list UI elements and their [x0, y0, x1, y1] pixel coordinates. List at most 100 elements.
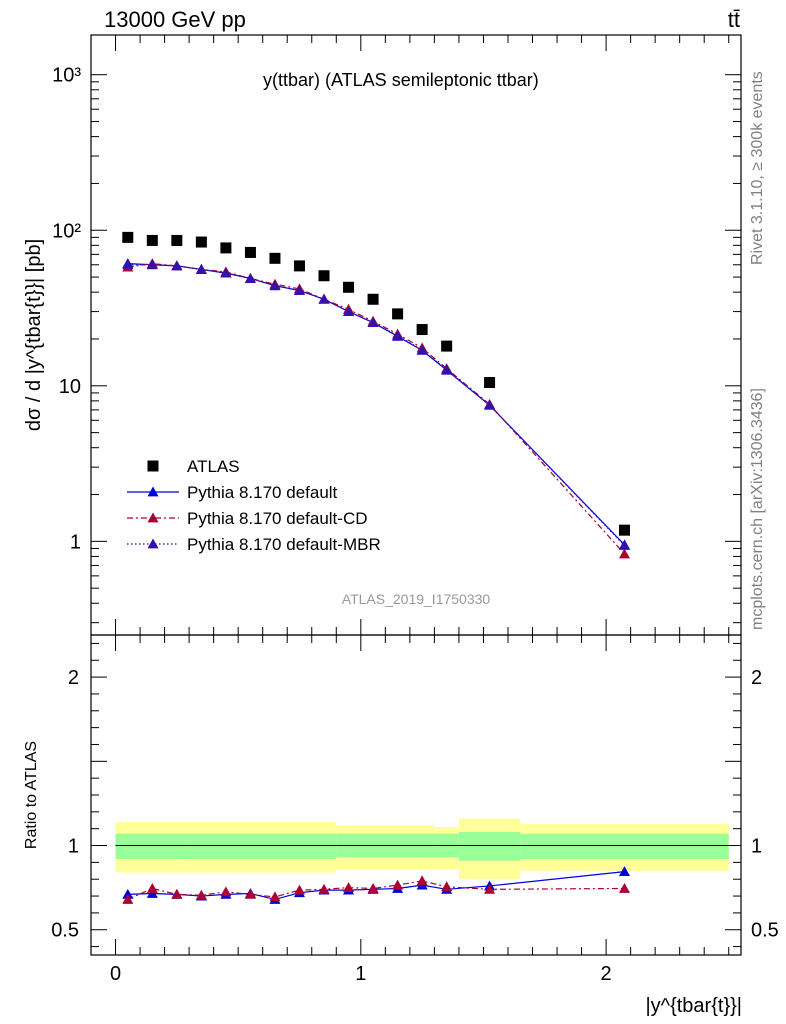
legend-label: Pythia 8.170 default-MBR	[187, 535, 381, 554]
data-point	[293, 284, 305, 295]
data-point	[416, 324, 428, 336]
data-point	[318, 883, 330, 894]
y-tick-label: 1	[68, 836, 79, 858]
ratio-ticks: 0 1 2 0.5 0.5 1 1 2 2	[51, 635, 779, 985]
ratio-line	[127, 880, 625, 900]
y-tick-label: 10³	[52, 65, 81, 87]
uncertainty-band-inner	[115, 833, 190, 859]
data-point	[416, 875, 428, 886]
data-point	[146, 888, 158, 898]
data-point	[367, 882, 379, 893]
ratio-frame	[90, 634, 742, 956]
data-point	[293, 260, 305, 272]
data-point	[122, 888, 134, 899]
data-point	[618, 882, 630, 893]
y-tick-label: 10²	[52, 220, 81, 242]
uncertainty-band-inner	[189, 833, 337, 859]
data-point	[146, 259, 158, 270]
data-point	[343, 281, 355, 293]
data-point	[195, 236, 207, 248]
data-point	[484, 883, 496, 894]
data-point	[171, 234, 183, 246]
legend-label: Pythia 8.170 default-CD	[187, 509, 368, 528]
data-point	[195, 889, 207, 900]
x-tick-label: 0	[110, 963, 121, 985]
data-point	[220, 886, 232, 897]
data-point	[269, 891, 281, 902]
data-point	[244, 272, 256, 283]
data-point	[618, 548, 630, 559]
legend-marker	[147, 460, 159, 472]
main-ticks: 1 10 10² 10³	[52, 35, 741, 635]
data-point	[195, 263, 207, 274]
data-point	[392, 330, 404, 341]
data-point	[318, 270, 330, 282]
data-point	[343, 306, 355, 316]
legend-label: ATLAS	[187, 457, 240, 476]
data-point	[484, 399, 496, 410]
data-point	[484, 377, 496, 389]
y-tick-label: 1	[70, 531, 81, 553]
data-point	[441, 881, 453, 892]
mcplots-label: mcplots.cern.ch [arXiv:1306.3436]	[749, 388, 766, 630]
data-point	[441, 340, 453, 352]
energy-label: 13000 GeV pp	[104, 7, 246, 32]
y-tick-label: 0.5	[751, 920, 779, 942]
uncertainty-band-inner	[458, 832, 521, 861]
main-title: y(ttbar) (ATLAS semileptonic ttbar)	[263, 70, 539, 90]
data-point	[171, 260, 183, 271]
data-point	[441, 364, 453, 375]
series-line	[127, 264, 625, 546]
ratio-line	[127, 871, 625, 901]
watermark: ATLAS_2019_I1750330	[342, 591, 491, 607]
data-point	[367, 317, 379, 327]
legend-marker	[147, 512, 159, 523]
data-point	[618, 866, 630, 877]
data-point	[122, 259, 134, 270]
legend-marker	[147, 538, 159, 549]
data-point	[392, 308, 404, 320]
y-tick-label: 10	[59, 376, 81, 398]
main-panel: 1 10 10² 10³ y(ttbar) (ATLAS semileptonic t…	[23, 34, 742, 636]
data-point	[318, 293, 330, 304]
data-point	[171, 888, 183, 899]
data-point	[122, 893, 134, 904]
main-marks	[122, 231, 630, 559]
uncertainty-band-inner	[520, 833, 729, 859]
y-tick-label: 2	[68, 667, 79, 689]
data-point	[343, 882, 355, 893]
y-tick-label: 0.5	[51, 920, 79, 942]
data-point	[122, 231, 134, 243]
legend-marker	[147, 486, 159, 497]
ratio-y-axis-label: Ratio to ATLAS	[23, 741, 40, 849]
data-point	[220, 242, 232, 254]
y-axis-label: dσ / d |y^{tbar{t}}| [pb]	[23, 239, 45, 431]
legend-label: Pythia 8.170 default	[187, 483, 338, 502]
data-point	[416, 344, 428, 355]
data-point	[618, 524, 630, 536]
data-point	[618, 540, 630, 550]
data-point	[367, 293, 379, 305]
ratio-marks	[122, 866, 630, 904]
data-point	[269, 252, 281, 264]
x-tick-label: 2	[601, 963, 612, 985]
ratio-panel: 0 1 2 0.5 0.5 1 1 2 2 Ratio to ATLAS |y^{tbar{t}…	[23, 634, 779, 1017]
data-point	[146, 234, 158, 246]
x-axis-label: |y^{tbar{t}}|	[645, 995, 742, 1017]
y-tick-label: 2	[751, 667, 762, 689]
data-point	[146, 882, 158, 893]
legend: ATLAS Pythia 8.170 default Pythia 8.170 de…	[127, 457, 381, 554]
data-point	[392, 879, 404, 890]
data-point	[293, 884, 305, 895]
series-line	[127, 263, 625, 546]
process-label: tt̄	[728, 7, 740, 32]
rivet-label: Rivet 3.1.10, ≥ 300k events	[749, 71, 766, 265]
y-tick-label: 1	[751, 836, 762, 858]
ratio-bands	[115, 818, 729, 880]
data-point	[244, 888, 256, 899]
x-tick-label: 1	[355, 963, 366, 985]
data-point	[244, 246, 256, 258]
data-point	[269, 280, 281, 291]
data-point	[220, 267, 232, 278]
